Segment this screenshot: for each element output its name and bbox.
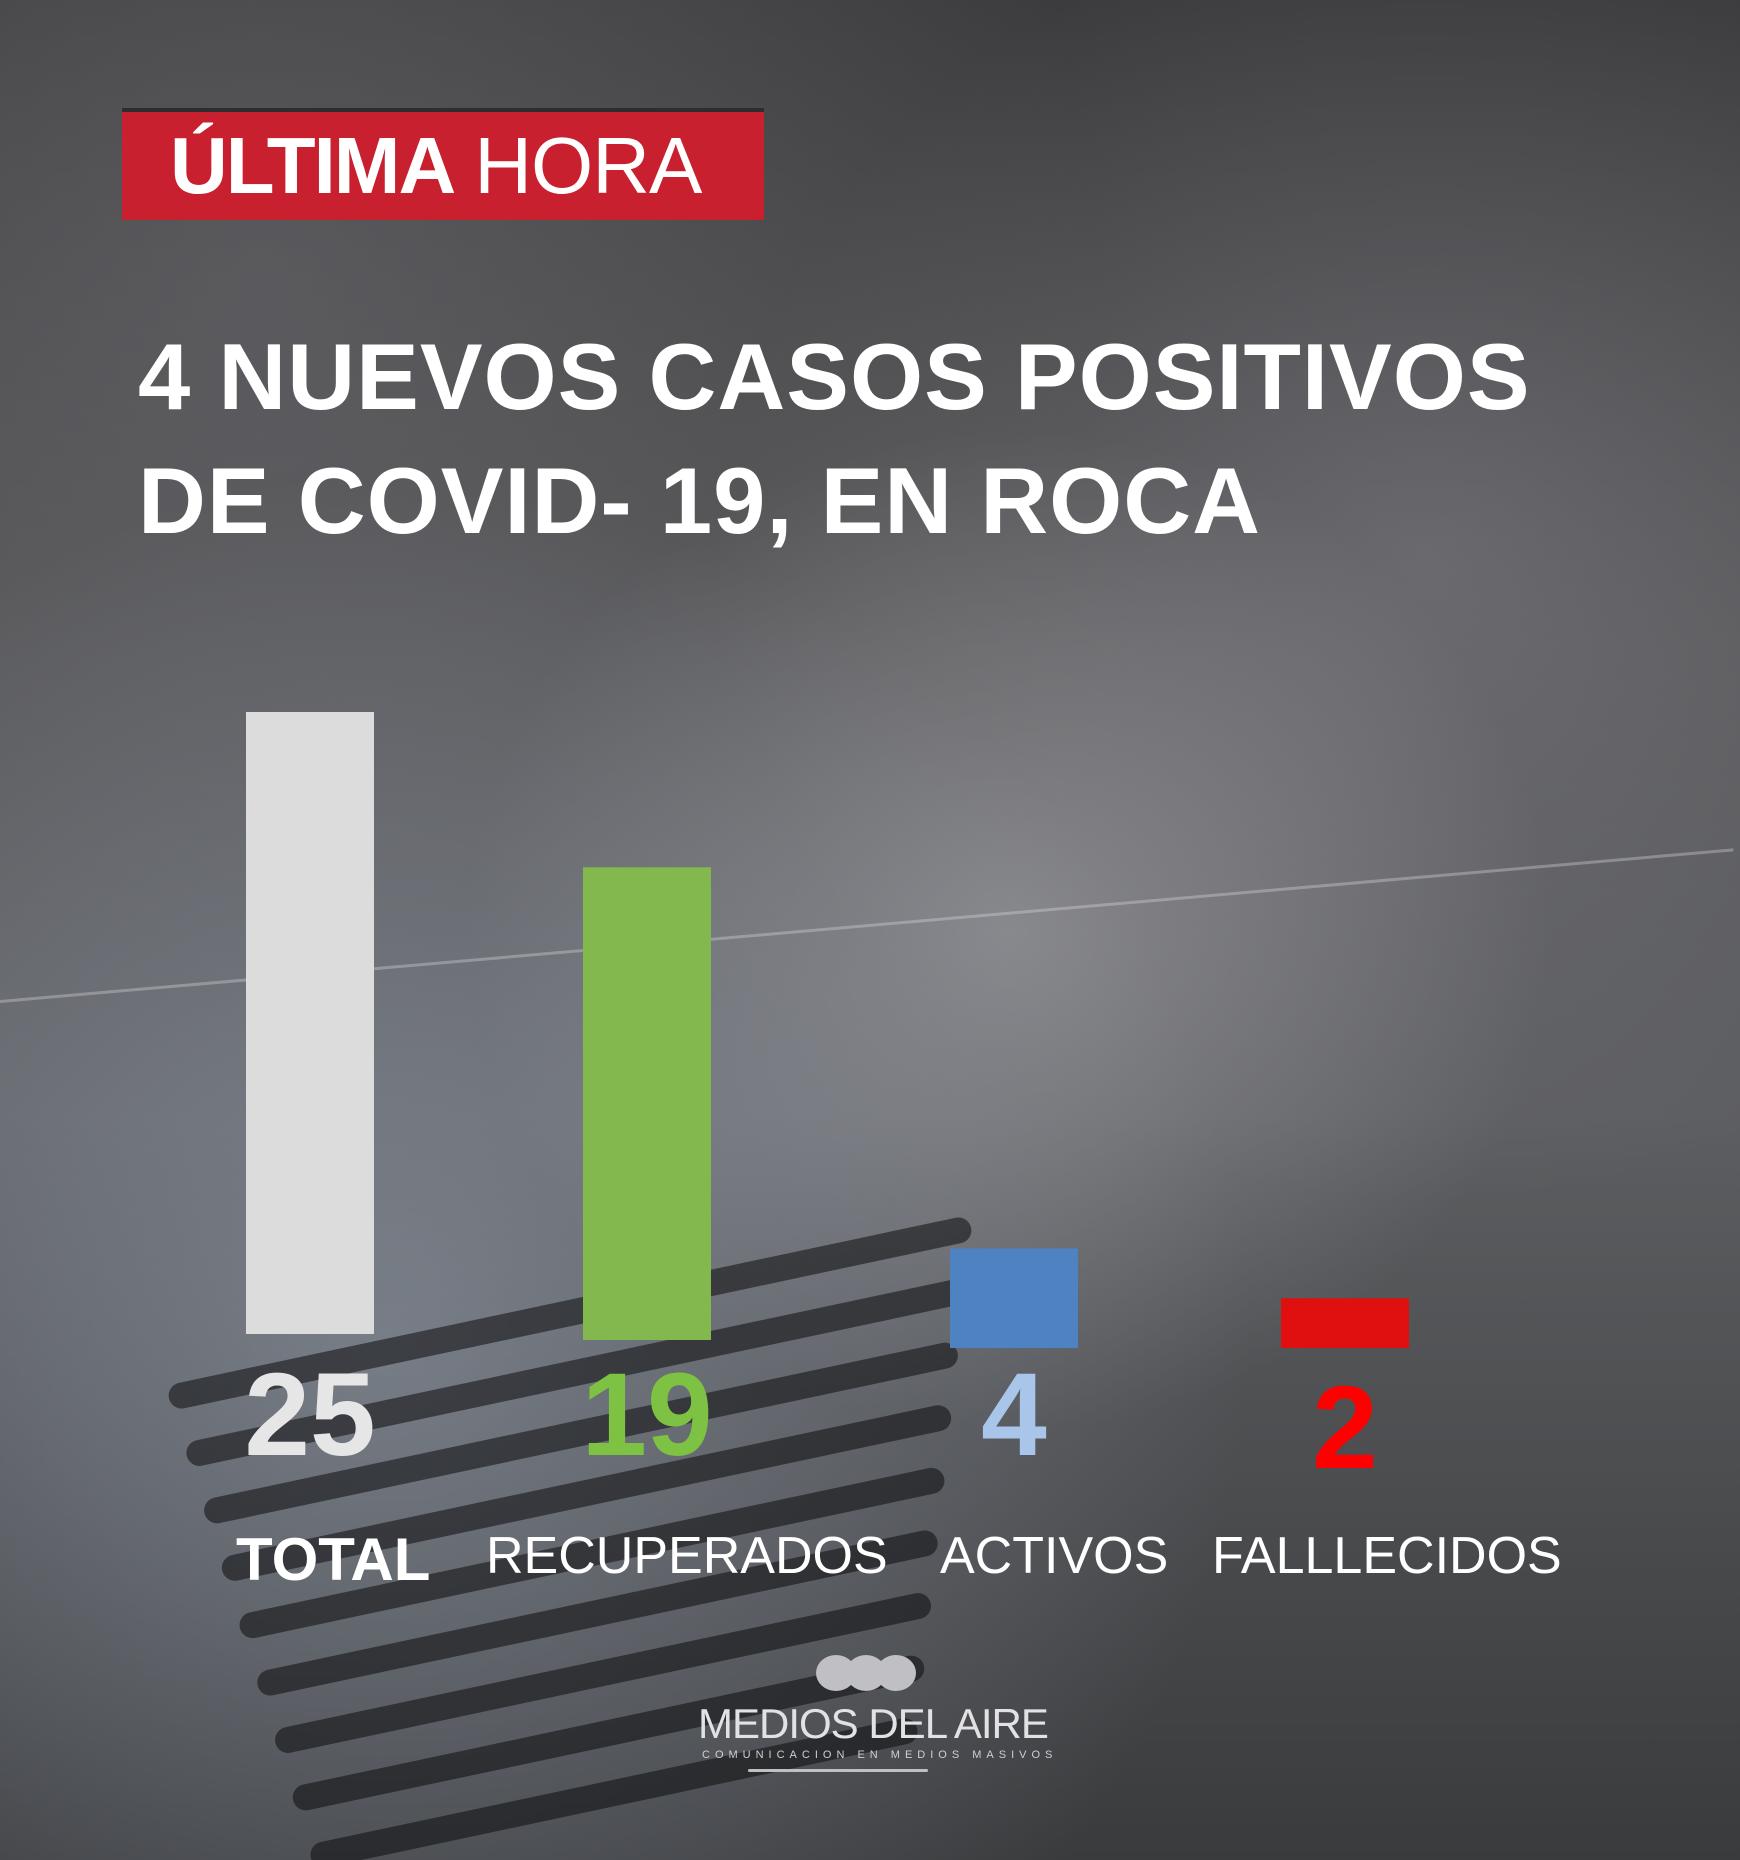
logo-name: MEDIOS DEL AIRE	[698, 1700, 1049, 1747]
category-label-total: TOTAL	[236, 1526, 431, 1593]
value-label-fallecidos: 2	[1312, 1362, 1378, 1494]
banner-light-text: HORA	[474, 121, 702, 210]
category-label-activos: ACTIVOS	[940, 1527, 1169, 1585]
medios-del-aire-logo: MEDIOS DEL AIRE COMUNICACION EN MEDIOS M…	[690, 1655, 1052, 1775]
headline-line-1: 4 NUEVOS CASOS POSITIVOS	[138, 324, 1531, 429]
banner-bold-text: ÚLTIMA	[170, 121, 456, 210]
bar-recuperados	[583, 867, 711, 1340]
category-label-fallecidos: FALLLECIDOS	[1212, 1527, 1562, 1585]
value-label-recuperados: 19	[581, 1349, 712, 1481]
bar-fallecidos	[1281, 1298, 1409, 1348]
headline-line-2: DE COVID- 19, EN ROCA	[138, 448, 1262, 553]
logo-circle-icon	[876, 1655, 916, 1691]
value-label-total: 25	[244, 1349, 375, 1481]
bar-total	[246, 712, 374, 1334]
logo-tagline: COMUNICACION EN MEDIOS MASIVOS	[702, 1749, 1058, 1761]
value-label-activos: 4	[981, 1349, 1047, 1481]
logo-underline	[748, 1769, 928, 1772]
breaking-news-banner: ÚLTIMA HORA	[122, 112, 764, 220]
bar-activos	[950, 1248, 1078, 1348]
category-label-recuperados: RECUPERADOS	[486, 1527, 888, 1585]
